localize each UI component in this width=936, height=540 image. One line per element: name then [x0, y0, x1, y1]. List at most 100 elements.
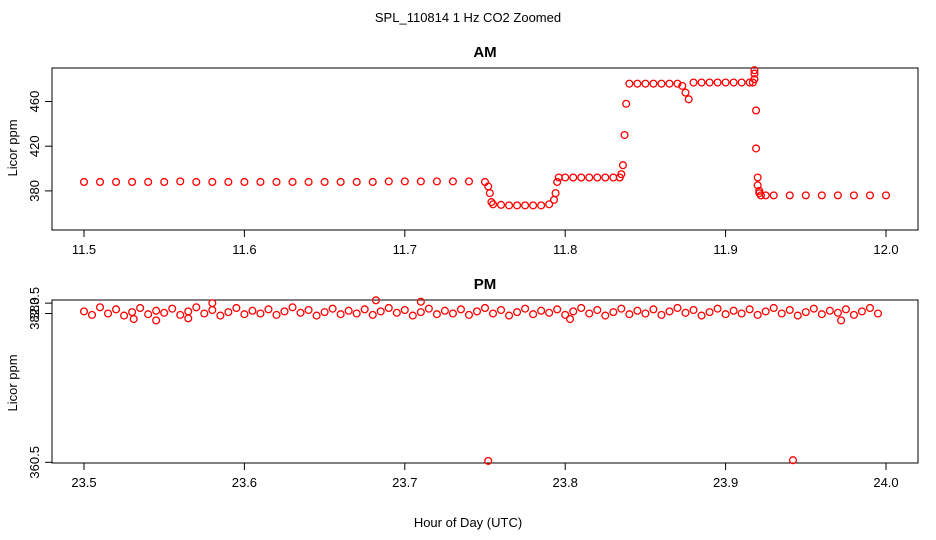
x-axis-label: Hour of Day (UTC) — [414, 515, 522, 530]
panel-am-point — [551, 189, 560, 198]
panel-am-point — [750, 69, 759, 78]
panel-am-xtick-label: 12.0 — [873, 242, 898, 257]
panel-pm-point — [577, 303, 586, 313]
panel-am-point — [128, 177, 137, 187]
panel-pm-point — [633, 306, 642, 315]
panel-pm-point — [565, 314, 575, 324]
panel-pm-point — [152, 306, 161, 315]
panel-am-point — [160, 177, 169, 187]
panel-am-point — [585, 173, 594, 182]
panel-am-point — [769, 191, 778, 200]
panel-pm-point — [79, 307, 89, 316]
panel-am-point — [817, 191, 826, 200]
panel-pm-point — [529, 310, 538, 319]
panel-am-point — [304, 177, 313, 187]
panel-pm-point — [416, 308, 425, 317]
panel-pm-point — [129, 314, 138, 324]
panel-pm: PM Licor ppm 23.5 23.6 23.7 23.8 23.9 24.0 36… — [5, 276, 919, 490]
panel-pm-point — [649, 305, 658, 314]
panel-pm-point — [264, 305, 273, 314]
panel-pm-point — [248, 306, 257, 315]
panel-am-point — [865, 191, 875, 200]
panel-am-point — [750, 66, 759, 75]
panel-am-point — [448, 177, 457, 186]
panel-am-point — [665, 79, 674, 88]
panel-pm-point — [176, 310, 185, 319]
panel-pm-point — [793, 311, 802, 320]
panel-am-point — [144, 177, 153, 187]
panel-pm-point — [641, 309, 650, 318]
panel-pm-point — [344, 306, 353, 315]
panel-am-point — [881, 191, 891, 200]
panel-pm-point — [224, 308, 233, 317]
panel-am-point — [678, 81, 687, 90]
panel-am-point — [79, 177, 89, 187]
panel-pm-point — [484, 456, 493, 465]
panel-am-point — [336, 177, 345, 187]
panel-am-ylabel: Licor ppm — [5, 119, 20, 176]
panel-pm-point — [336, 310, 345, 319]
panel-pm-point — [788, 456, 798, 465]
panel-am-point — [529, 201, 538, 210]
panel-am-title: AM — [473, 44, 496, 61]
panel-am-point — [801, 191, 810, 200]
panel-am-point — [577, 173, 586, 182]
panel-pm-point — [312, 311, 321, 320]
panel-am-point — [549, 195, 559, 204]
panel-am-point — [649, 79, 658, 88]
panel-pm-point — [769, 303, 778, 313]
panel-am-point — [272, 177, 281, 187]
panel-am-frame — [51, 67, 919, 231]
panel-pm-point — [809, 304, 818, 313]
panel-pm-point — [865, 303, 875, 313]
panel-am-point — [537, 201, 546, 210]
panel-am-point — [487, 198, 496, 207]
panel-am-point — [625, 79, 634, 88]
panel-am-point — [320, 177, 329, 187]
panel-am-point — [569, 173, 578, 182]
panel-pm-point — [408, 311, 417, 320]
panel-am-point — [496, 200, 506, 209]
panel-pm-xtick-label: 23.6 — [232, 475, 257, 490]
panel-pm-ytick-label: 360.5 — [27, 446, 42, 479]
panel-pm-point — [256, 309, 265, 318]
panel-pm-point — [371, 296, 380, 305]
panel-am-point — [689, 78, 698, 87]
panel-am-point — [753, 173, 762, 182]
panel-pm-point — [320, 308, 329, 317]
panel-pm-point — [817, 310, 826, 319]
panel-pm-point — [825, 306, 834, 315]
panel-pm-point — [625, 310, 634, 319]
panel-am-point — [561, 173, 570, 182]
panel-pm-point — [368, 310, 377, 319]
panel-pm-point — [208, 299, 217, 308]
panel-pm-point — [216, 311, 225, 320]
panel-pm-point — [232, 303, 241, 313]
panel-am-xtick-label: 11.8 — [553, 242, 577, 257]
panel-pm-point — [95, 303, 105, 312]
panel-am-point — [224, 177, 233, 187]
panel-am-point — [553, 177, 562, 187]
panel-pm-point — [496, 305, 506, 315]
panel-pm-point — [376, 307, 385, 316]
panel-pm-point — [104, 309, 113, 318]
panel-am-point — [641, 79, 650, 88]
panel-am-point — [384, 177, 393, 186]
panel-pm-ylabel: Licor ppm — [5, 354, 20, 411]
panel-am-point — [761, 191, 770, 200]
panel-pm-point — [537, 306, 546, 315]
panel-pm-point — [657, 310, 666, 319]
panel-pm-point — [737, 309, 746, 318]
panel-pm-point — [472, 307, 482, 316]
panel-am-ytick-label: 460 — [27, 91, 42, 113]
panel-pm-point — [705, 308, 714, 317]
panel-pm-point — [521, 304, 530, 313]
panel-am-point — [753, 181, 762, 190]
panel-pm-point — [689, 305, 698, 315]
panel-am-xtick-label: 11.6 — [232, 242, 256, 257]
chart-title: SPL_110814 1 Hz CO2 Zoomed — [375, 10, 561, 25]
panel-pm-point — [745, 305, 754, 314]
panel-am-point — [681, 88, 690, 97]
panel-am-point — [368, 177, 377, 187]
